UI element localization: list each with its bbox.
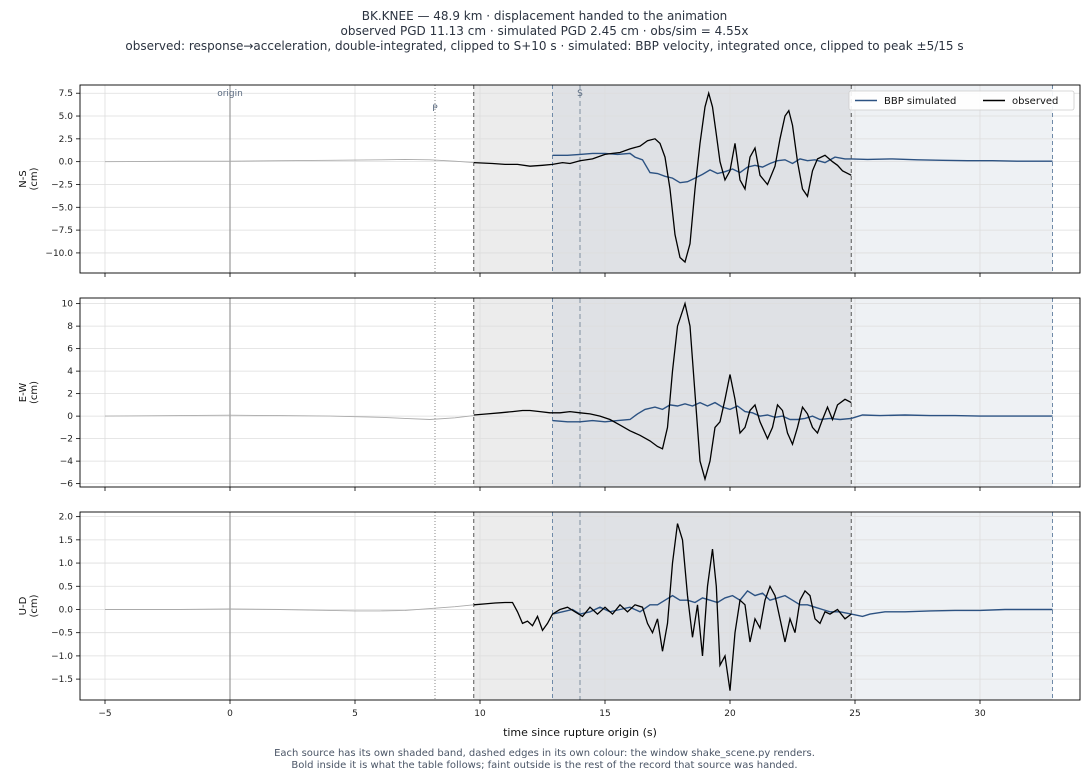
legend-simulated-label: BBP simulated xyxy=(884,96,956,107)
y-axis-label: N-S(cm) xyxy=(18,167,40,190)
simulated-trace xyxy=(552,589,1053,618)
y-tick-label: −4 xyxy=(60,457,74,467)
x-tick-label: −5 xyxy=(98,709,111,719)
simulated-window-band xyxy=(851,512,1053,700)
y-tick-label: −7.5 xyxy=(51,226,73,236)
y-tick-label: 0.5 xyxy=(59,582,73,592)
y-tick-label: −1.0 xyxy=(51,652,73,662)
x-tick-label: 25 xyxy=(849,709,860,719)
x-tick-label: 15 xyxy=(599,709,610,719)
y-tick-label: 2.5 xyxy=(59,135,73,145)
simulated-trace xyxy=(552,401,1053,423)
overlap-window-band xyxy=(552,85,852,273)
observed-window-band xyxy=(473,512,553,700)
footer-note-line1: Each source has its own shaded band, das… xyxy=(274,748,815,759)
marker-label-s: S xyxy=(577,89,583,99)
panel-frame xyxy=(79,297,1081,488)
y-tick-label: −10.0 xyxy=(45,249,73,259)
legend-box xyxy=(848,90,1075,111)
y-tick-label: 7.5 xyxy=(59,89,73,99)
y-tick-label: 1.5 xyxy=(59,536,73,546)
chart-title-line1: BK.KNEE — 48.9 km · displacement handed … xyxy=(361,9,728,23)
y-tick-label: −6 xyxy=(60,480,74,490)
x-tick-label: 0 xyxy=(227,709,233,719)
chart-title-line3: observed: response→acceleration, double-… xyxy=(125,39,964,53)
observed-trace xyxy=(473,90,852,264)
y-tick-label: 0.0 xyxy=(59,605,74,615)
panel-3: 2.0 1.5 1.0 0.5 0.0 −0.5 −1.0 −1.5 U-D(cm) xyxy=(18,511,1081,704)
simulated-window-band xyxy=(851,298,1053,487)
observed-trace xyxy=(473,523,852,691)
simulated-window-band xyxy=(851,85,1053,273)
y-tick-label: 2 xyxy=(67,390,73,400)
observed-faint-trace xyxy=(104,158,474,164)
observed-window-band xyxy=(473,298,553,487)
observed-faint-trace xyxy=(105,604,474,612)
overlap-window-band xyxy=(552,512,852,700)
x-tick-label: 10 xyxy=(474,709,486,719)
y-tick-label: 8 xyxy=(67,322,73,332)
marker-label-origin: origin xyxy=(217,89,243,99)
y-tick-label: −2.5 xyxy=(51,180,73,190)
observed-trace xyxy=(473,301,852,482)
y-tick-label: −1.5 xyxy=(51,675,73,685)
y-tick-label: 4 xyxy=(67,367,73,377)
y-tick-label: 10 xyxy=(62,300,74,310)
panel-2: 10 8 6 4 2 0 −2 −4 −6 E-W(cm) xyxy=(18,297,1081,491)
y-tick-label: −0.5 xyxy=(51,629,73,639)
x-axis-label: time since rupture origin (s) xyxy=(503,726,657,739)
simulated-trace xyxy=(552,152,1053,184)
legend-observed-label: observed xyxy=(1012,96,1058,107)
footer-note-line2: Bold inside it is what the table follows… xyxy=(291,760,798,771)
x-tick-label: 20 xyxy=(724,709,736,719)
observed-window-band xyxy=(473,85,553,273)
x-tick-label: 30 xyxy=(974,709,986,719)
y-tick-label: 2.0 xyxy=(59,513,74,523)
marker-label-p: P xyxy=(432,104,438,114)
y-tick-label: 6 xyxy=(67,345,73,355)
y-axis-label: U-D(cm) xyxy=(18,594,40,617)
y-tick-label: 1.0 xyxy=(59,559,74,569)
x-tick-label: 5 xyxy=(352,709,358,719)
overlap-window-band xyxy=(552,298,852,487)
y-tick-label: 0.0 xyxy=(59,158,74,168)
y-tick-label: 0 xyxy=(67,412,73,422)
panel-frame xyxy=(79,84,1081,274)
panel-1: 7.5 5.0 2.5 0.0 −2.5 −5.0 −7.5 −10.0 N-S(cm) xyxy=(18,84,1081,277)
y-tick-label: 5.0 xyxy=(59,112,74,122)
panel-frame xyxy=(79,511,1081,701)
y-axis-label: E-W(cm) xyxy=(18,381,40,404)
y-tick-label: −2 xyxy=(60,435,73,445)
y-tick-label: −5.0 xyxy=(51,203,73,213)
legend: BBP simulated observed xyxy=(848,90,1075,111)
chart-title-line2: observed PGD 11.13 cm · simulated PGD 2.… xyxy=(340,24,749,38)
observed-faint-trace xyxy=(104,414,474,420)
